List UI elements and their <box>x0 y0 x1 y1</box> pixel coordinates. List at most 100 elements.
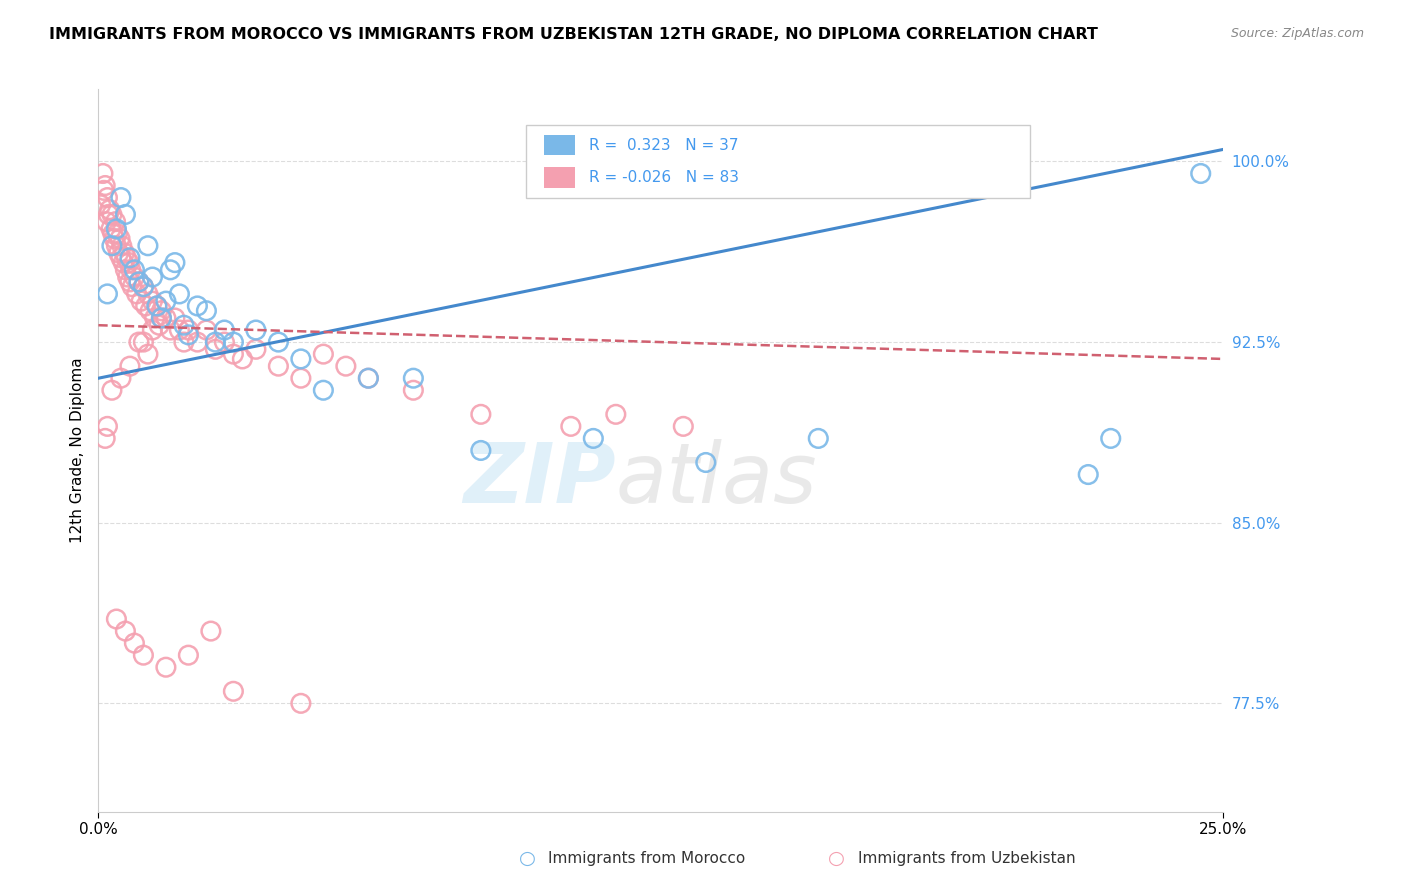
Point <box>155 660 177 674</box>
Point <box>104 214 127 228</box>
Point <box>114 246 136 260</box>
Point <box>312 347 335 361</box>
Point <box>807 431 830 445</box>
Point <box>245 323 267 337</box>
Point <box>112 255 135 269</box>
Text: Source: ZipAtlas.com: Source: ZipAtlas.com <box>1230 27 1364 40</box>
Point <box>107 246 129 260</box>
Point <box>214 323 236 337</box>
Point <box>177 327 200 342</box>
Point <box>117 270 139 285</box>
Point <box>110 371 132 385</box>
Point <box>177 323 200 337</box>
Point <box>245 343 267 357</box>
Point <box>108 231 131 245</box>
Point <box>132 279 155 293</box>
Point <box>94 431 117 445</box>
Point <box>357 371 380 385</box>
Point <box>605 407 627 421</box>
Point <box>100 222 122 236</box>
Point <box>222 684 245 698</box>
Text: Immigrants from Morocco: Immigrants from Morocco <box>548 851 745 865</box>
Point <box>132 648 155 662</box>
Point <box>101 383 124 397</box>
Point <box>105 238 128 252</box>
Point <box>148 318 170 333</box>
Point <box>357 371 380 385</box>
Point <box>150 310 173 325</box>
Text: atlas: atlas <box>616 439 817 520</box>
Point <box>146 299 169 313</box>
Point <box>200 624 222 638</box>
Point <box>155 294 177 309</box>
Point <box>96 214 118 228</box>
Point <box>231 351 253 366</box>
Text: R =  0.323   N = 37: R = 0.323 N = 37 <box>589 137 738 153</box>
Point <box>290 371 312 385</box>
Point <box>695 455 717 469</box>
Point <box>136 347 159 361</box>
Point <box>169 323 191 337</box>
Point <box>582 431 605 445</box>
Point <box>114 262 136 277</box>
Point <box>177 648 200 662</box>
Point <box>222 347 245 361</box>
Point <box>169 287 191 301</box>
Text: R = -0.026   N = 83: R = -0.026 N = 83 <box>589 170 738 186</box>
Point <box>173 318 195 333</box>
Point <box>124 270 146 285</box>
Point <box>267 359 290 373</box>
Point <box>128 275 150 289</box>
Point <box>173 334 195 349</box>
Point <box>155 310 177 325</box>
Text: ○: ○ <box>828 848 845 868</box>
Point <box>159 323 181 337</box>
Point <box>120 262 142 277</box>
Point <box>560 419 582 434</box>
Point <box>222 334 245 349</box>
Text: IMMIGRANTS FROM MOROCCO VS IMMIGRANTS FROM UZBEKISTAN 12TH GRADE, NO DIPLOMA COR: IMMIGRANTS FROM MOROCCO VS IMMIGRANTS FR… <box>49 27 1098 42</box>
Point <box>96 287 118 301</box>
Point <box>118 255 141 269</box>
Point <box>290 696 312 710</box>
Point <box>1099 431 1122 445</box>
Point <box>186 334 208 349</box>
Point <box>111 238 134 252</box>
Point <box>118 359 141 373</box>
Point <box>129 294 152 309</box>
Point <box>143 310 166 325</box>
Point <box>105 222 128 236</box>
Point <box>141 294 163 309</box>
Point <box>124 636 146 650</box>
Point <box>103 231 125 245</box>
Bar <box>544 168 575 188</box>
Point <box>118 275 141 289</box>
Point <box>312 383 335 397</box>
Point <box>214 334 236 349</box>
Point <box>121 279 143 293</box>
Point <box>672 419 695 434</box>
Bar <box>544 135 575 155</box>
Point <box>204 343 226 357</box>
Point <box>1077 467 1099 482</box>
Point <box>93 183 115 197</box>
Point <box>114 207 136 221</box>
Point <box>128 334 150 349</box>
Point <box>105 227 128 241</box>
Point <box>335 359 357 373</box>
Point <box>91 166 114 180</box>
Point <box>110 251 132 265</box>
Point <box>470 407 492 421</box>
Point <box>136 238 159 252</box>
Point <box>141 323 163 337</box>
Point <box>124 262 146 277</box>
Point <box>115 251 138 265</box>
Y-axis label: 12th Grade, No Diploma: 12th Grade, No Diploma <box>69 358 84 543</box>
Point <box>267 334 290 349</box>
Point <box>132 279 155 293</box>
Point <box>290 351 312 366</box>
Point <box>94 178 117 193</box>
Point <box>163 255 186 269</box>
Point <box>101 207 124 221</box>
Point <box>163 310 186 325</box>
